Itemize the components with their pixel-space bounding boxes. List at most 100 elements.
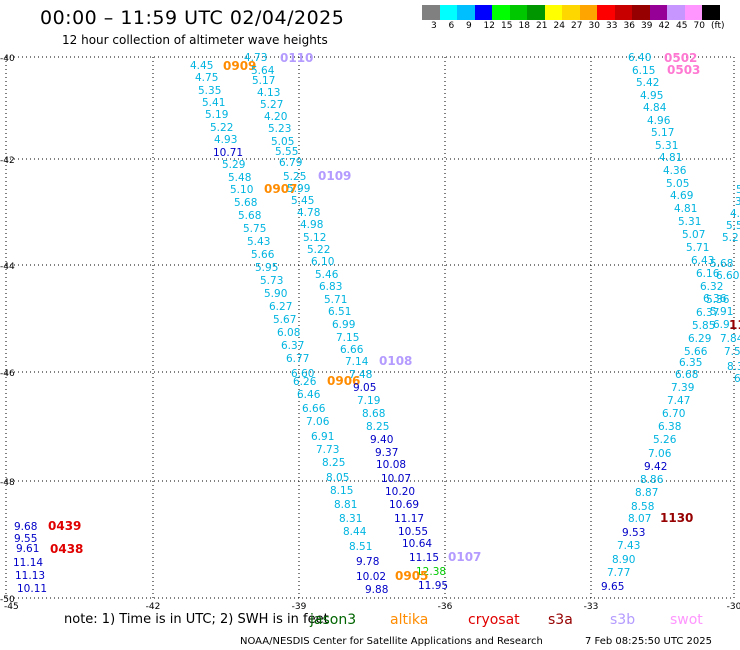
wave-height-value: 8.58: [631, 501, 654, 513]
wave-height-value: 5.25: [283, 171, 306, 183]
legend-label: 39: [641, 21, 653, 31]
legend-label: 3: [431, 21, 437, 31]
wave-height-value: 4.69: [670, 190, 693, 202]
legend-label: 27: [571, 21, 583, 31]
wave-height-value: 5.48: [228, 172, 251, 184]
wave-height-value: 5.91: [710, 306, 733, 318]
wave-height-value: 11.13: [15, 570, 45, 582]
satellite-swot: swot: [670, 612, 703, 628]
pass-time-label: 0110: [280, 51, 313, 65]
wave-height-value: 6.66: [302, 403, 326, 415]
lat-tick-label: -46: [0, 369, 15, 379]
wave-height-value: 7.48: [349, 369, 372, 381]
wave-height-value: 6.35: [679, 357, 702, 369]
wave-height-value: 5.71: [324, 294, 347, 306]
wave-height-value: 8.44: [343, 526, 367, 538]
map-title: 00:00 – 11:59 UTC 02/04/2025: [40, 7, 345, 29]
wave-height-value: 7.84: [720, 333, 740, 345]
pass-time-label: 0438: [50, 542, 83, 556]
wave-height-value: 6.40: [628, 52, 651, 64]
wave-height-value: 6.27: [269, 301, 292, 313]
wave-height-value: 9.40: [370, 434, 393, 446]
wave-height-value: 6.29: [688, 333, 711, 345]
legend-label: 18: [518, 21, 530, 31]
legend-swatch: [614, 5, 632, 20]
wave-height-value: 7.19: [357, 395, 380, 407]
wave-height-value: 8.25: [366, 421, 389, 433]
satellite-altika: altika: [390, 612, 429, 628]
wave-height-value: 7.73: [316, 444, 339, 456]
legend-label: 36: [623, 21, 635, 31]
map-note: note: 1) Time is in UTC; 2) SWH is in fe…: [64, 612, 329, 627]
wave-height-value: 6.60: [291, 368, 314, 380]
legend-swatch: [439, 5, 457, 20]
legend-swatch: [422, 5, 440, 20]
wave-height-value: 5.26: [653, 434, 677, 446]
wave-height-value: 10.69: [389, 499, 419, 511]
generated-timestamp: 7 Feb 08:25:50 UTC 2025: [585, 636, 712, 647]
wave-height-value: 7.14: [345, 356, 369, 368]
wave-height-value: 8.81: [334, 499, 357, 511]
wave-height-value: 4.36: [663, 165, 687, 177]
wave-height-value: 8.86: [640, 474, 664, 486]
legend-swatch: [544, 5, 562, 20]
wave-height-value: 4.93: [214, 134, 237, 146]
wave-height-value: 8.15: [330, 485, 353, 497]
wave-height-value: 6.15: [632, 65, 655, 77]
wave-height-value: 10.07: [381, 473, 411, 485]
wave-height-value: 9.55: [14, 533, 37, 545]
wave-height-value: 5.66: [684, 346, 708, 358]
legend-swatch: [527, 5, 545, 20]
credit-line: NOAA/NESDIS Center for Satellite Applica…: [240, 636, 543, 647]
wave-height-value: 10.02: [356, 571, 386, 583]
legend-swatch: [597, 5, 615, 20]
legend-swatch: [684, 5, 702, 20]
wave-height-value: 5.43: [247, 236, 270, 248]
legend-label: 24: [553, 21, 565, 31]
wave-height-value: 6.51: [328, 306, 351, 318]
wave-height-value: 5.36: [706, 294, 730, 306]
wave-height-value: 5.10: [230, 184, 253, 196]
wave-height-value: 5.22: [307, 244, 330, 256]
lat-tick-label: -50: [0, 595, 15, 605]
wave-height-value: 6.32: [700, 281, 723, 293]
lon-tick-label: -33: [584, 602, 599, 612]
wave-height-value: 6.60: [716, 270, 739, 282]
wave-height-value: 5.12: [303, 232, 326, 244]
wave-height-value: 5.73: [260, 275, 283, 287]
wave-height-value: 9.37: [375, 447, 398, 459]
wave-height-value: 5.05: [666, 178, 689, 190]
pass-time-label: 0439: [48, 519, 81, 533]
wave-height-value: 11.95: [418, 580, 448, 592]
color-legend-labels: 3 6 9 12 15 18 21 24 27 30 33 36 39 42 45 70 (ft): [422, 21, 740, 33]
pass-time-label: 11: [729, 318, 740, 332]
wave-height-value: 5.07: [682, 229, 705, 241]
satellite-jason3: jason3: [310, 612, 357, 628]
wave-height-value: 7.77: [607, 567, 630, 579]
wave-height-value: 5.90: [264, 288, 287, 300]
satellite-legend: jason3 altika cryosat s3a s3b swot: [0, 612, 740, 630]
wave-height-value: 8.07: [628, 513, 651, 525]
wave-height-value: 6.66: [340, 344, 364, 356]
legend-swatch: [632, 5, 650, 20]
lon-tick-label: -30: [727, 602, 740, 612]
pass-time-label: 0905: [395, 569, 428, 583]
pass-time-label: 0108: [379, 354, 412, 368]
wave-height-value: 5.85: [692, 320, 715, 332]
legend-swatch: [492, 5, 510, 20]
wave-height-value: 8.51: [349, 541, 372, 553]
wave-height-value: 5.17: [651, 127, 674, 139]
wave-height-value: 5.95: [255, 262, 278, 274]
wave-height-value: 7.47: [667, 395, 690, 407]
wave-height-value: 5.55: [275, 146, 298, 158]
legend-swatch: [649, 5, 667, 20]
wave-height-value: 5.5: [726, 220, 740, 232]
legend-swatch: [562, 5, 580, 20]
wave-height-value: 4.81: [659, 152, 682, 164]
legend-unit: (ft): [711, 21, 725, 31]
wave-height-value: 7.43: [617, 540, 640, 552]
wave-height-value: 4.20: [264, 111, 287, 123]
wave-height-value: 6.10: [311, 256, 334, 268]
map-subtitle: 12 hour collection of altimeter wave hei…: [62, 33, 328, 47]
legend-label: 70: [693, 21, 705, 31]
